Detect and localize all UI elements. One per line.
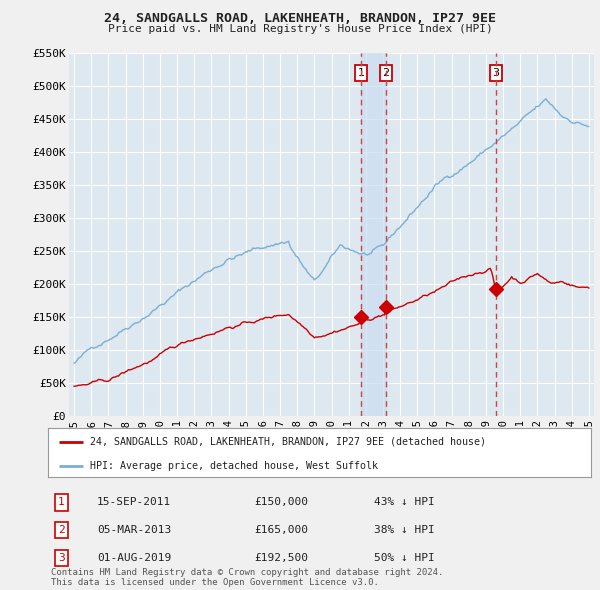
Text: HPI: Average price, detached house, West Suffolk: HPI: Average price, detached house, West… <box>91 461 379 471</box>
Text: 3: 3 <box>493 68 499 78</box>
Text: £150,000: £150,000 <box>254 497 308 507</box>
Text: 1: 1 <box>358 68 364 78</box>
Text: 1: 1 <box>58 497 65 507</box>
Text: £165,000: £165,000 <box>254 525 308 535</box>
Text: 43% ↓ HPI: 43% ↓ HPI <box>374 497 434 507</box>
Text: 2: 2 <box>382 68 389 78</box>
Text: 15-SEP-2011: 15-SEP-2011 <box>97 497 171 507</box>
Text: 01-AUG-2019: 01-AUG-2019 <box>97 553 171 563</box>
Text: 05-MAR-2013: 05-MAR-2013 <box>97 525 171 535</box>
Text: 3: 3 <box>58 553 65 563</box>
Text: Contains HM Land Registry data © Crown copyright and database right 2024.
This d: Contains HM Land Registry data © Crown c… <box>51 568 443 587</box>
Text: 24, SANDGALLS ROAD, LAKENHEATH, BRANDON, IP27 9EE (detached house): 24, SANDGALLS ROAD, LAKENHEATH, BRANDON,… <box>91 437 487 447</box>
Text: 24, SANDGALLS ROAD, LAKENHEATH, BRANDON, IP27 9EE: 24, SANDGALLS ROAD, LAKENHEATH, BRANDON,… <box>104 12 496 25</box>
Text: 50% ↓ HPI: 50% ↓ HPI <box>374 553 434 563</box>
Text: £192,500: £192,500 <box>254 553 308 563</box>
Bar <box>361 53 386 416</box>
Text: 2: 2 <box>58 525 65 535</box>
Text: 38% ↓ HPI: 38% ↓ HPI <box>374 525 434 535</box>
Text: Price paid vs. HM Land Registry's House Price Index (HPI): Price paid vs. HM Land Registry's House … <box>107 24 493 34</box>
